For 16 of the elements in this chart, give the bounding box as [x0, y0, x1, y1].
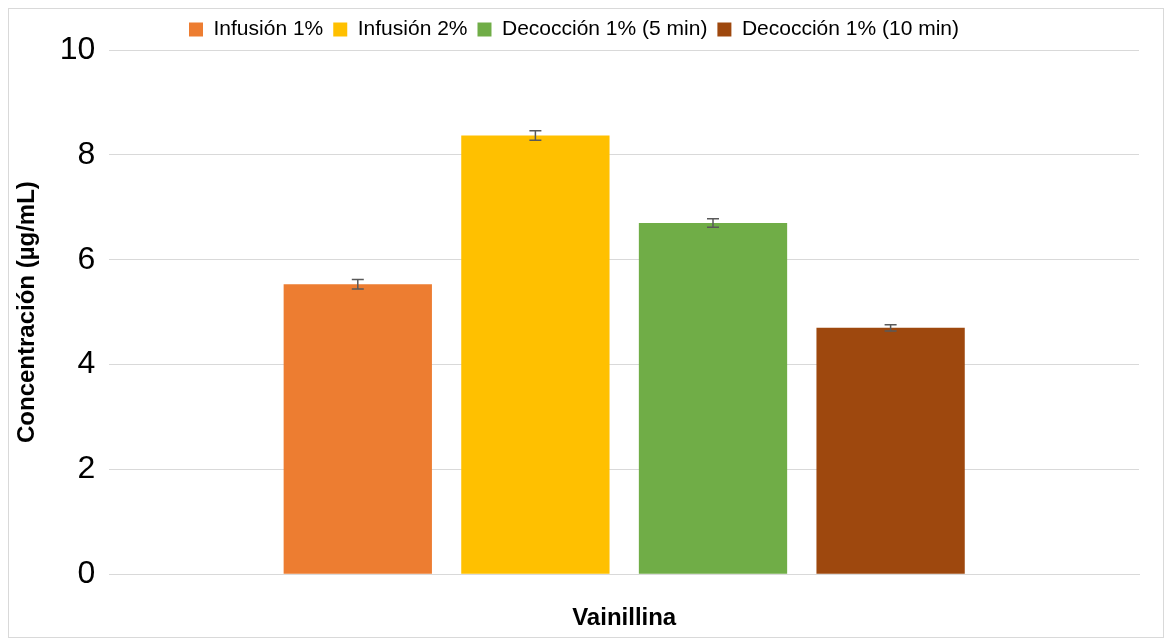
y-axis-title: Concentración (µg/mL)	[12, 181, 40, 444]
legend-label: Decocción 1% (10 min)	[741, 16, 959, 40]
y-tick-label: 6	[77, 239, 96, 276]
bar	[461, 135, 610, 574]
bar	[283, 284, 432, 574]
y-tick-label: 0	[77, 554, 96, 591]
y-tick-label: 8	[77, 134, 96, 171]
y-tick-label: 2	[77, 449, 96, 486]
y-tick-label: 4	[77, 344, 96, 381]
legend-label: Decocción 1% (5 min)	[501, 16, 708, 40]
legend-label: Infusión 1%	[213, 16, 324, 40]
y-tick-label: 10	[59, 29, 96, 66]
x-axis-title: Vainillina	[572, 603, 677, 631]
bar	[638, 222, 788, 574]
legend-label: Infusión 2%	[357, 16, 468, 40]
bar	[816, 327, 965, 574]
